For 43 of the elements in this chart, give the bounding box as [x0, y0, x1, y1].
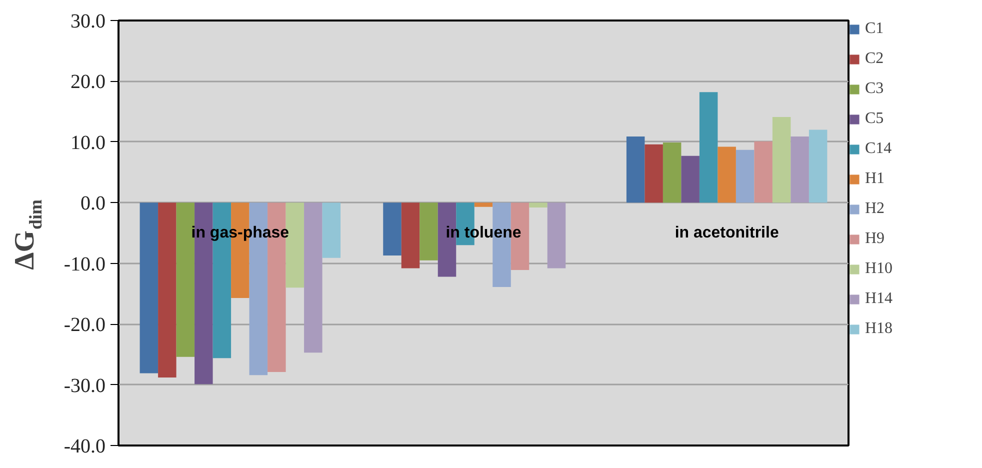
- bar: [718, 146, 736, 203]
- bar: [808, 130, 828, 203]
- bar: [474, 202, 493, 207]
- bar: [383, 202, 402, 256]
- y-tick-label: -40.0: [64, 436, 106, 458]
- x-tick-label: in acetonitrile: [674, 224, 779, 242]
- y-axis-title: ΔGdim: [10, 199, 46, 270]
- legend-label: H2: [865, 200, 885, 218]
- y-tick-label: -20.0: [64, 314, 106, 336]
- bar: [736, 150, 754, 203]
- y-tick-label: 30.0: [70, 10, 106, 32]
- bar: [322, 202, 341, 258]
- bar: [140, 202, 158, 374]
- legend-label: C3: [865, 80, 885, 98]
- y-tick-label: 20.0: [70, 71, 106, 94]
- bar: [547, 202, 566, 268]
- legend-label: H1: [865, 170, 885, 188]
- bar: [626, 136, 645, 203]
- bar: [790, 136, 809, 203]
- bar: [644, 144, 663, 203]
- y-tick-label: -10.0: [64, 253, 106, 276]
- legend-label: H10: [865, 260, 893, 278]
- legend-label: H14: [865, 290, 893, 308]
- legend-label: C1: [865, 20, 885, 38]
- y-tick-label: -30.0: [64, 374, 106, 397]
- bar: [401, 202, 420, 268]
- bar: [529, 202, 548, 208]
- legend-label: H9: [865, 230, 885, 248]
- bar: [158, 202, 176, 378]
- y-tick-label: 10.0: [70, 132, 106, 154]
- bar: [662, 142, 682, 203]
- bar: [681, 156, 700, 203]
- y-tick-label: 0.0: [80, 192, 106, 215]
- legend-label: C14: [865, 140, 892, 158]
- bar: [304, 202, 322, 353]
- legend-label: C5: [865, 110, 885, 128]
- bar: [420, 202, 438, 260]
- legend-label: H18: [865, 320, 893, 338]
- bar: [772, 117, 791, 203]
- x-tick-label: in toluene: [446, 224, 522, 242]
- bar: [754, 141, 772, 203]
- bar: [699, 92, 718, 203]
- legend-label: C2: [865, 50, 885, 68]
